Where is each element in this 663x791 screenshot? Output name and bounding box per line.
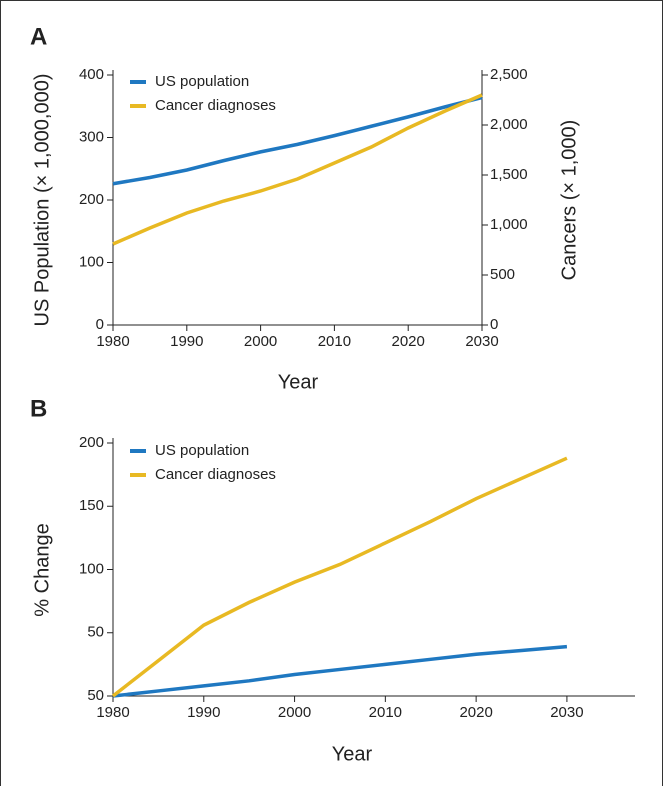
- series-line: [112, 95, 483, 186]
- series-line: [112, 644, 568, 698]
- x-tick-label: 2020: [459, 704, 492, 721]
- y-tick-label: 200: [79, 191, 104, 208]
- y-tick-label: 0: [96, 316, 104, 333]
- y2-tick-label: 2,000: [490, 116, 528, 133]
- y-axis-label: US Population (× 1,000,000): [31, 74, 53, 327]
- y-tick-label: 100: [79, 253, 104, 270]
- x-axis-label: Year: [332, 743, 373, 765]
- panel-label: A: [30, 23, 47, 50]
- x-tick-label: 1990: [170, 333, 203, 350]
- x-axis-label: Year: [278, 371, 319, 393]
- y2-tick-label: 0: [490, 316, 498, 333]
- y-tick-label: 200: [79, 434, 104, 451]
- y2-tick-label: 1,000: [490, 216, 528, 233]
- y-tick-label: 400: [79, 66, 104, 83]
- x-tick-label: 2020: [392, 333, 425, 350]
- x-tick-label: 1980: [96, 333, 129, 350]
- y2-tick-label: 1,500: [490, 166, 528, 183]
- legend-label: Cancer diagnoses: [155, 466, 276, 483]
- x-tick-label: 2010: [318, 333, 351, 350]
- y-tick-label: 300: [79, 128, 104, 145]
- legend-label: Cancer diagnoses: [155, 97, 276, 114]
- y-tick-label: 150: [79, 497, 104, 514]
- y-tick-label: 100: [79, 560, 104, 577]
- x-tick-label: 2010: [369, 704, 402, 721]
- x-tick-label: 2030: [550, 704, 583, 721]
- x-tick-label: 2030: [465, 333, 498, 350]
- y-tick-label: 50: [87, 624, 104, 641]
- x-tick-label: 1980: [96, 704, 129, 721]
- y-axis-label: % Change: [31, 523, 53, 616]
- x-tick-label: 2000: [278, 704, 311, 721]
- x-tick-label: 2000: [244, 333, 277, 350]
- legend-label: US population: [155, 442, 249, 459]
- series-line: [112, 93, 483, 246]
- y2-tick-label: 500: [490, 266, 515, 283]
- y-tick-label: 50: [87, 687, 104, 704]
- x-tick-label: 1990: [187, 704, 220, 721]
- y2-axis-label: Cancers (× 1,000): [558, 120, 580, 281]
- panel-label: B: [30, 395, 47, 422]
- series-line: [111, 456, 568, 698]
- legend-label: US population: [155, 73, 249, 90]
- y2-tick-label: 2,500: [490, 66, 528, 83]
